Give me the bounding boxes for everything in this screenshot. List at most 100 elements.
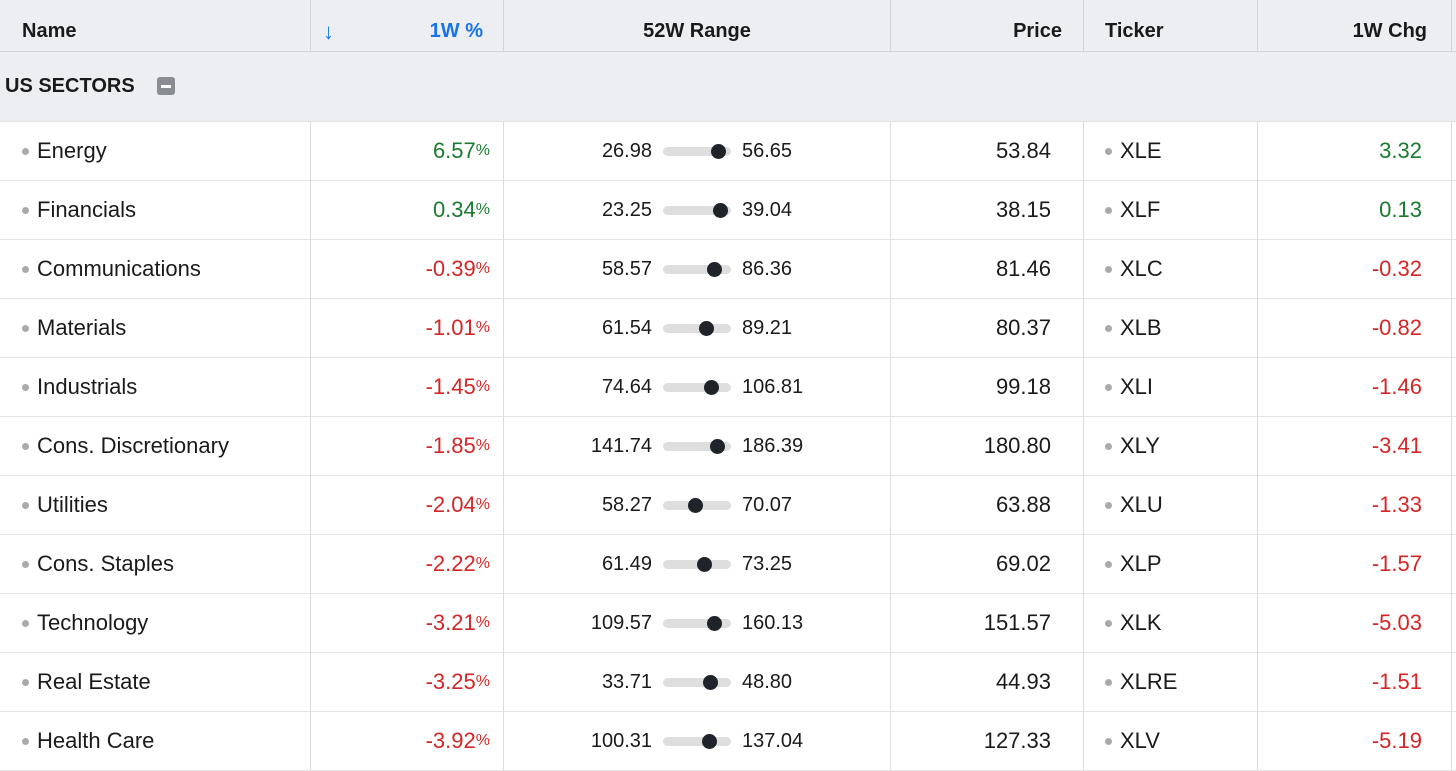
cell-ticker: XLI [1084,358,1257,416]
ticker-symbol[interactable]: XLRE [1120,669,1178,694]
cell-1w-pct: -3.92% [311,712,503,770]
cell-1w-chg: -3.41 [1258,417,1451,475]
column-divider [310,358,311,416]
cell-1w-pct: -0.39% [311,240,503,298]
table-row[interactable]: Utilities -2.04% 58.27 70.07 63.88 XLU -1.33 [0,476,1456,535]
sector-name[interactable]: Materials [37,315,127,340]
sector-name[interactable]: Utilities [37,492,108,517]
cell-1w-pct: 6.57% [311,122,503,180]
ticker-symbol[interactable]: XLU [1120,492,1163,517]
cell-52w-range: 61.49 73.25 [504,535,890,593]
cell-1w-chg: -5.03 [1258,594,1451,652]
table-row[interactable]: Industrials -1.45% 74.64 106.81 99.18 XLI -1.4… [0,358,1456,417]
sector-name[interactable]: Financials [37,197,137,222]
ticker-symbol[interactable]: XLF [1120,197,1161,222]
column-divider[interactable] [1083,0,1084,51]
cell-price: 80.37 [891,299,1083,357]
table-row[interactable]: Energy 6.57% 26.98 56.65 53.84 XLE 3.32 [0,122,1456,181]
column-divider[interactable] [1257,0,1258,51]
ticker-symbol[interactable]: XLK [1120,610,1162,635]
range-high: 48.80 [742,670,793,693]
column-divider [1451,358,1452,416]
column-divider [310,653,311,711]
cell-1w-pct: -3.21% [311,594,503,652]
col-header-price[interactable]: Price [891,0,1083,51]
pct-sign: % [475,496,490,513]
arrow-down-icon: ↓ [323,18,334,44]
cell-name: Industrials [0,358,310,416]
column-divider [1083,240,1084,298]
pct-value: 6.57 [432,138,476,163]
pct-sign: % [475,378,490,395]
ticker-symbol[interactable]: XLC [1120,256,1163,281]
bullet-icon [1105,560,1112,568]
sector-name[interactable]: Real Estate [37,669,151,694]
table-row[interactable]: Cons. Discretionary -1.85% 141.74 186.39 180… [0,417,1456,476]
cell-name: Health Care [0,712,310,770]
minus-square-icon[interactable] [157,77,175,95]
col-header-1w-pct[interactable]: ↓ 1W % [311,0,503,51]
column-divider [1257,181,1258,239]
pct-value: -3.92 [425,728,476,753]
column-divider [890,653,891,711]
chg-value: 0.13 [1379,197,1422,222]
ticker-symbol[interactable]: XLB [1120,315,1162,340]
pct-value: -0.39 [425,256,476,281]
column-divider[interactable] [503,0,504,51]
table-row[interactable]: Real Estate -3.25% 33.71 48.80 44.93 XLRE -1.5… [0,653,1456,712]
column-divider [890,358,891,416]
sector-name[interactable]: Cons. Discretionary [37,433,229,458]
ticker-symbol[interactable]: XLE [1120,138,1162,163]
sector-name[interactable]: Energy [37,138,107,163]
ticker-symbol[interactable]: XLY [1120,433,1160,458]
ticker-symbol[interactable]: XLP [1120,551,1162,576]
col-header-name[interactable]: Name [0,0,310,51]
sector-name[interactable]: Technology [37,610,149,635]
range-high: 56.65 [742,139,793,162]
col-header-52w-range[interactable]: 52W Range [504,0,890,51]
range-position-dot [709,438,725,454]
col-header-ticker-label: Ticker [1105,20,1164,42]
column-divider [1257,712,1258,770]
cell-price: 44.93 [891,653,1083,711]
table-row[interactable]: Financials 0.34% 23.25 39.04 38.15 XLF 0.13 [0,181,1456,240]
pct-value: -3.21 [425,610,476,635]
col-header-name-label: Name [22,20,77,42]
col-header-price-label: Price [1013,20,1062,42]
range-track [663,438,731,454]
table-row[interactable]: Cons. Staples -2.22% 61.49 73.25 69.02 XLP -1.… [0,535,1456,594]
pct-sign: % [475,614,490,631]
column-divider[interactable] [310,0,311,51]
table-row[interactable]: Communications -0.39% 58.57 86.36 81.46 XLC -0… [0,240,1456,299]
sector-name[interactable]: Health Care [37,728,155,753]
sector-name[interactable]: Communications [37,256,201,281]
price-value: 80.37 [995,315,1051,340]
price-value: 44.93 [995,669,1051,694]
table-row[interactable]: Health Care -3.92% 100.31 137.04 127.33 XLV -5… [0,712,1456,771]
col-header-1w-chg[interactable]: 1W Chg [1258,0,1451,51]
col-header-ticker[interactable]: Ticker [1084,0,1257,51]
range-high: 137.04 [742,729,804,752]
cell-1w-pct: -1.85% [311,417,503,475]
column-divider [503,181,504,239]
column-divider [890,417,891,475]
column-divider[interactable] [1451,0,1452,51]
range-low: 23.25 [601,198,652,221]
chg-value: -1.33 [1371,492,1422,517]
chg-value: -1.46 [1371,374,1422,399]
column-divider [890,476,891,534]
table-row[interactable]: Materials -1.01% 61.54 89.21 80.37 XLB -0.82 [0,299,1456,358]
sector-name[interactable]: Cons. Staples [37,551,174,576]
column-divider [1083,535,1084,593]
table-row[interactable]: Technology -3.21% 109.57 160.13 151.57 XLK -5.… [0,594,1456,653]
column-divider [310,476,311,534]
column-divider[interactable] [890,0,891,51]
pct-sign: % [475,732,490,749]
sector-name[interactable]: Industrials [37,374,138,399]
range-position-dot [707,615,723,631]
price-value: 63.88 [995,492,1051,517]
cell-name: Utilities [0,476,310,534]
cell-price: 53.84 [891,122,1083,180]
ticker-symbol[interactable]: XLV [1120,728,1160,753]
ticker-symbol[interactable]: XLI [1120,374,1154,399]
